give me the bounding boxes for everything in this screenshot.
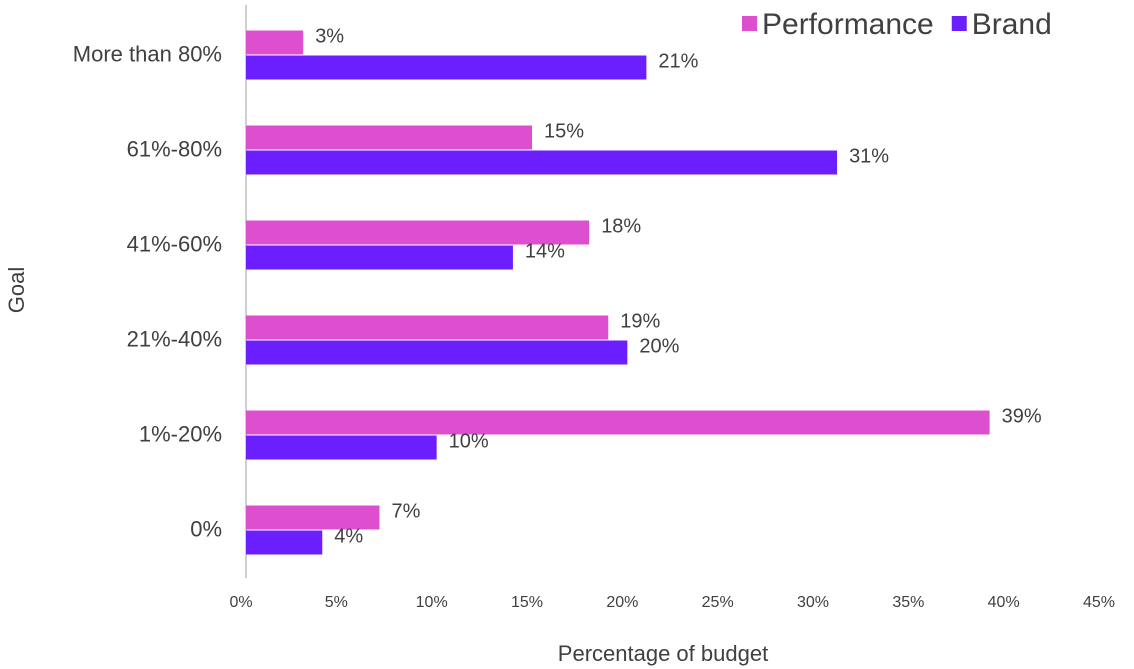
x-tick-label: 10% — [416, 594, 448, 611]
x-tick-label: 5% — [325, 594, 348, 611]
x-tick-label: 15% — [511, 594, 543, 611]
y-tick-label: 21%-40% — [127, 326, 222, 351]
legend-label: Performance — [762, 8, 934, 41]
data-label: 19% — [620, 310, 660, 332]
bar — [246, 245, 513, 270]
data-label: 4% — [334, 525, 363, 547]
x-tick-label: 20% — [606, 594, 638, 611]
x-tick-label: 40% — [988, 594, 1020, 611]
bar — [246, 125, 532, 150]
bar — [246, 220, 590, 245]
data-label: 3% — [315, 25, 344, 47]
legend-label: Brand — [972, 8, 1052, 41]
x-tick-label: 45% — [1083, 594, 1115, 611]
data-label: 15% — [544, 120, 584, 142]
data-label: 7% — [391, 500, 420, 522]
y-tick-label: 41%-60% — [127, 231, 222, 256]
x-tick-label: 0% — [229, 594, 252, 611]
bar — [246, 150, 838, 175]
data-label: 31% — [849, 145, 889, 167]
y-axis-title: Goal — [4, 267, 29, 313]
x-axis-title: Percentage of budget — [558, 641, 768, 666]
bar — [246, 410, 990, 435]
legend-swatch — [742, 16, 757, 31]
data-label: 14% — [525, 240, 565, 262]
x-tick-label: 35% — [892, 594, 924, 611]
data-label: 39% — [1002, 405, 1042, 427]
x-tick-label: 30% — [797, 594, 829, 611]
y-tick-label: 61%-80% — [127, 136, 222, 161]
data-label: 18% — [601, 215, 641, 237]
y-tick-label: More than 80% — [73, 41, 222, 66]
bar — [246, 55, 647, 80]
bar — [246, 340, 628, 365]
x-tick-label: 25% — [702, 594, 734, 611]
data-label: 20% — [639, 335, 679, 357]
y-tick-label: 1%-20% — [139, 421, 222, 446]
y-tick-label: 0% — [190, 516, 222, 541]
bar — [246, 505, 380, 530]
bar — [246, 530, 323, 555]
bar — [246, 315, 609, 340]
data-label: 10% — [449, 430, 489, 452]
bar — [246, 30, 304, 55]
bar — [246, 435, 437, 460]
legend-swatch — [951, 16, 967, 31]
data-label: 21% — [658, 50, 698, 72]
